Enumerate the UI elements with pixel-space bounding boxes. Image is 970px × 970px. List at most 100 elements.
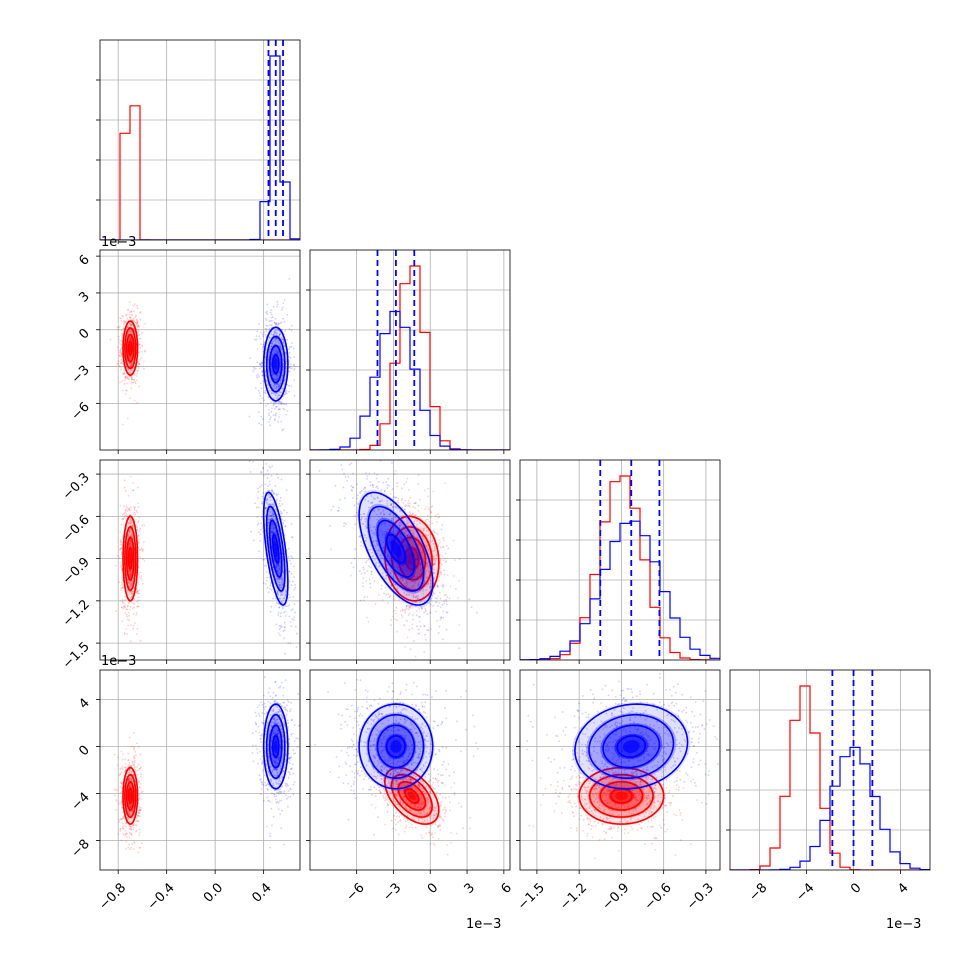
scatter-point xyxy=(270,514,273,517)
scatter-point xyxy=(410,561,412,564)
scatter-point xyxy=(383,522,386,525)
scatter-point xyxy=(418,572,421,575)
panel-frame xyxy=(309,459,511,661)
scatter-point xyxy=(386,504,389,507)
scatter-point xyxy=(433,546,436,548)
scatter-point xyxy=(318,470,321,472)
scatter-point xyxy=(390,502,392,505)
scatter-point xyxy=(276,351,279,353)
scatter-point xyxy=(130,363,132,366)
scatter-point xyxy=(414,502,416,505)
scatter-point xyxy=(417,583,420,585)
scatter-point xyxy=(268,421,270,423)
scatter-point xyxy=(128,803,130,806)
scatter-point xyxy=(376,485,379,488)
scatter-point xyxy=(137,329,139,331)
scatter-point xyxy=(423,625,425,627)
scatter-point xyxy=(137,325,140,328)
scatter-point xyxy=(391,570,394,573)
scatter-point xyxy=(130,355,132,358)
scatter-point xyxy=(267,369,270,372)
scatter-point xyxy=(132,762,135,765)
scatter-point xyxy=(128,522,131,525)
scatter-point xyxy=(126,333,129,335)
scatter-point xyxy=(367,549,370,551)
scatter-point xyxy=(130,362,133,364)
scatter-point xyxy=(131,592,134,595)
scatter-point xyxy=(126,608,129,611)
scatter-point xyxy=(399,525,401,527)
scatter-point xyxy=(130,521,133,523)
scatter-point xyxy=(129,571,132,574)
scatter-point xyxy=(454,559,456,561)
scatter-point xyxy=(400,523,402,526)
scatter-point xyxy=(138,815,141,818)
scatter-point xyxy=(124,822,127,825)
scatter-point xyxy=(280,512,282,515)
scatter-point xyxy=(129,528,132,531)
scatter-point xyxy=(290,324,293,327)
scatter-point xyxy=(140,791,143,794)
scatter-point xyxy=(261,371,264,374)
scatter-point xyxy=(279,624,282,627)
scatter-point xyxy=(278,408,280,410)
scatter-point xyxy=(276,384,279,386)
scatter-point xyxy=(420,600,423,603)
scatter-point xyxy=(424,561,427,564)
scatter-point xyxy=(124,376,127,379)
scatter-point xyxy=(406,534,408,537)
scatter-point xyxy=(419,563,422,566)
scatter-point xyxy=(436,585,439,587)
scatter-point xyxy=(406,477,409,480)
scatter-point xyxy=(129,331,132,333)
scatter-point xyxy=(389,560,391,563)
scatter-point xyxy=(275,342,277,344)
scatter-point xyxy=(262,558,264,561)
scatter-point xyxy=(380,588,383,590)
scatter-point xyxy=(260,516,263,518)
scatter-point xyxy=(277,401,280,403)
scatter-point xyxy=(424,610,427,613)
scatter-point xyxy=(369,530,372,532)
scatter-point xyxy=(123,605,126,608)
scatter-point xyxy=(292,608,294,610)
scatter-point xyxy=(129,363,132,366)
scatter-point xyxy=(281,583,284,586)
scatter-point xyxy=(380,523,383,526)
scatter-point xyxy=(120,581,123,584)
scatter-point xyxy=(260,343,262,346)
scatter-point xyxy=(435,610,438,613)
scatter-point xyxy=(136,369,139,372)
scatter-point xyxy=(426,576,429,579)
scatter-point xyxy=(393,572,396,575)
scatter-point xyxy=(275,392,278,394)
scatter-point xyxy=(378,500,381,503)
tick-label-y: −1.2 xyxy=(60,597,93,630)
scatter-point xyxy=(390,624,392,626)
scatter-point xyxy=(252,460,255,463)
scatter-point xyxy=(132,823,135,825)
scatter-point xyxy=(403,592,406,594)
scatter-point xyxy=(254,502,256,505)
scatter-point xyxy=(292,596,295,598)
scatter-point xyxy=(141,332,143,334)
scatter-point xyxy=(386,555,389,558)
scatter-point xyxy=(129,806,132,809)
scatter-point xyxy=(374,559,377,561)
scatter-point xyxy=(401,570,404,573)
scatter-point xyxy=(255,335,258,337)
scatter-point xyxy=(274,413,277,416)
scatter-point xyxy=(282,571,284,573)
scatter-point xyxy=(405,584,408,587)
scatter-point xyxy=(278,624,281,627)
scatter-point xyxy=(367,506,370,509)
scatter-point xyxy=(262,380,265,382)
scatter-point xyxy=(260,423,263,426)
scatter-point xyxy=(398,510,401,512)
scatter-point xyxy=(277,569,280,571)
scatter-point xyxy=(445,628,448,631)
scatter-point xyxy=(409,529,412,532)
scatter-point xyxy=(443,557,446,560)
scatter-point xyxy=(406,561,409,563)
scatter-point xyxy=(407,570,409,572)
